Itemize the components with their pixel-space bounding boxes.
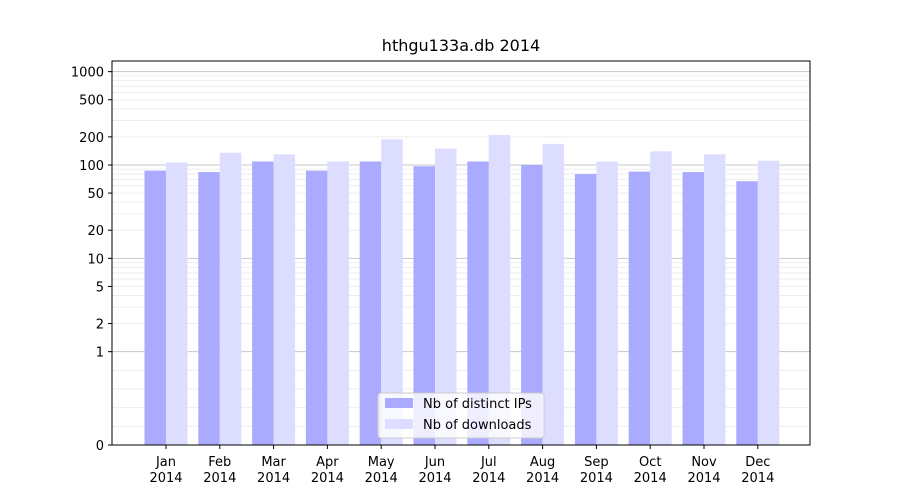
x-tick-label-month: Jun: [424, 455, 445, 470]
bar-downloads: [542, 143, 565, 445]
plot-area-frame: [111, 60, 811, 446]
x-tick-label-month: Jul: [480, 455, 497, 470]
bar-downloads: [327, 161, 349, 445]
bar-distinct-ips: [198, 172, 220, 445]
bar-distinct-ips: [252, 161, 274, 445]
y-tick-label: 1000: [71, 66, 104, 81]
bar-distinct-ips: [305, 170, 328, 445]
y-tick-label: 20: [87, 224, 104, 239]
x-tick-label-month: Apr: [316, 455, 339, 470]
bar-distinct-ips: [682, 172, 704, 445]
x-tick-label-year: 2014: [634, 471, 667, 486]
bar-distinct-ips: [736, 181, 758, 446]
bar-downloads: [166, 162, 188, 445]
bar-downloads: [219, 152, 242, 445]
x-tick-label-year: 2014: [311, 471, 344, 486]
y-tick-label: 500: [79, 94, 104, 109]
x-tick-label-month: Aug: [530, 455, 555, 470]
legend-label: Nb of downloads: [423, 418, 532, 433]
y-tick-label: 100: [79, 159, 104, 174]
legend: Nb of distinct IPs Nb of downloads: [377, 392, 545, 439]
y-tick-label: 2: [96, 318, 104, 333]
legend-label: Nb of distinct IPs: [423, 397, 532, 412]
y-axis: 0 1 2 5 10 20 50 100 200 500 1000: [71, 66, 112, 454]
bar-downloads: [757, 160, 780, 445]
bar-downloads: [273, 154, 296, 445]
x-tick-label-month: Feb: [208, 455, 231, 470]
x-tick-label-month: Sep: [584, 455, 609, 470]
legend-box: [377, 392, 545, 439]
y-tick-label: 10: [87, 252, 104, 267]
x-tick-label-month: May: [368, 455, 395, 470]
x-tick-label-year: 2014: [257, 471, 290, 486]
bar-distinct-ips: [467, 161, 489, 445]
bar-distinct-ips: [359, 161, 382, 445]
bar-distinct-ips: [413, 166, 435, 446]
y-tick-label: 200: [79, 131, 104, 146]
x-tick-label-year: 2014: [741, 471, 774, 486]
bar-distinct-ips: [521, 164, 543, 446]
x-tick-label-year: 2014: [687, 471, 720, 486]
bar-distinct-ips: [574, 174, 597, 445]
bar-downloads: [435, 148, 457, 445]
x-tick-label-year: 2014: [472, 471, 505, 486]
x-tick-label-month: Dec: [745, 455, 770, 470]
chart-title: hthgu133a.db 2014: [382, 36, 540, 55]
legend-swatch: [385, 419, 413, 429]
x-tick-label-year: 2014: [580, 471, 613, 486]
x-tick-label-year: 2014: [203, 471, 236, 486]
bar-downloads: [381, 139, 403, 445]
x-tick-label-year: 2014: [365, 471, 398, 486]
y-tick-label: 50: [87, 187, 104, 202]
legend-swatch: [385, 398, 413, 408]
x-tick-label-month: Oct: [639, 455, 661, 470]
bar-downloads: [650, 151, 672, 445]
x-tick-label-month: Jan: [155, 455, 176, 470]
x-tick-label-year: 2014: [149, 471, 182, 486]
y-tick-label: 1: [96, 346, 104, 361]
x-tick-label-month: Nov: [691, 455, 717, 470]
bar-downloads: [596, 161, 618, 445]
x-tick-label-month: Mar: [261, 455, 286, 470]
x-axis: Jan2014Feb2014Mar2014Apr2014May2014Jun20…: [149, 445, 774, 486]
bar-downloads: [704, 154, 726, 445]
bar-downloads: [488, 134, 511, 445]
bar-distinct-ips: [628, 171, 651, 445]
y-tick-label: 5: [96, 280, 104, 295]
x-tick-label-year: 2014: [418, 471, 451, 486]
bar-distinct-ips: [144, 170, 166, 445]
y-tick-label: 0: [96, 439, 104, 454]
bars: [144, 134, 780, 446]
x-tick-label-year: 2014: [526, 471, 559, 486]
